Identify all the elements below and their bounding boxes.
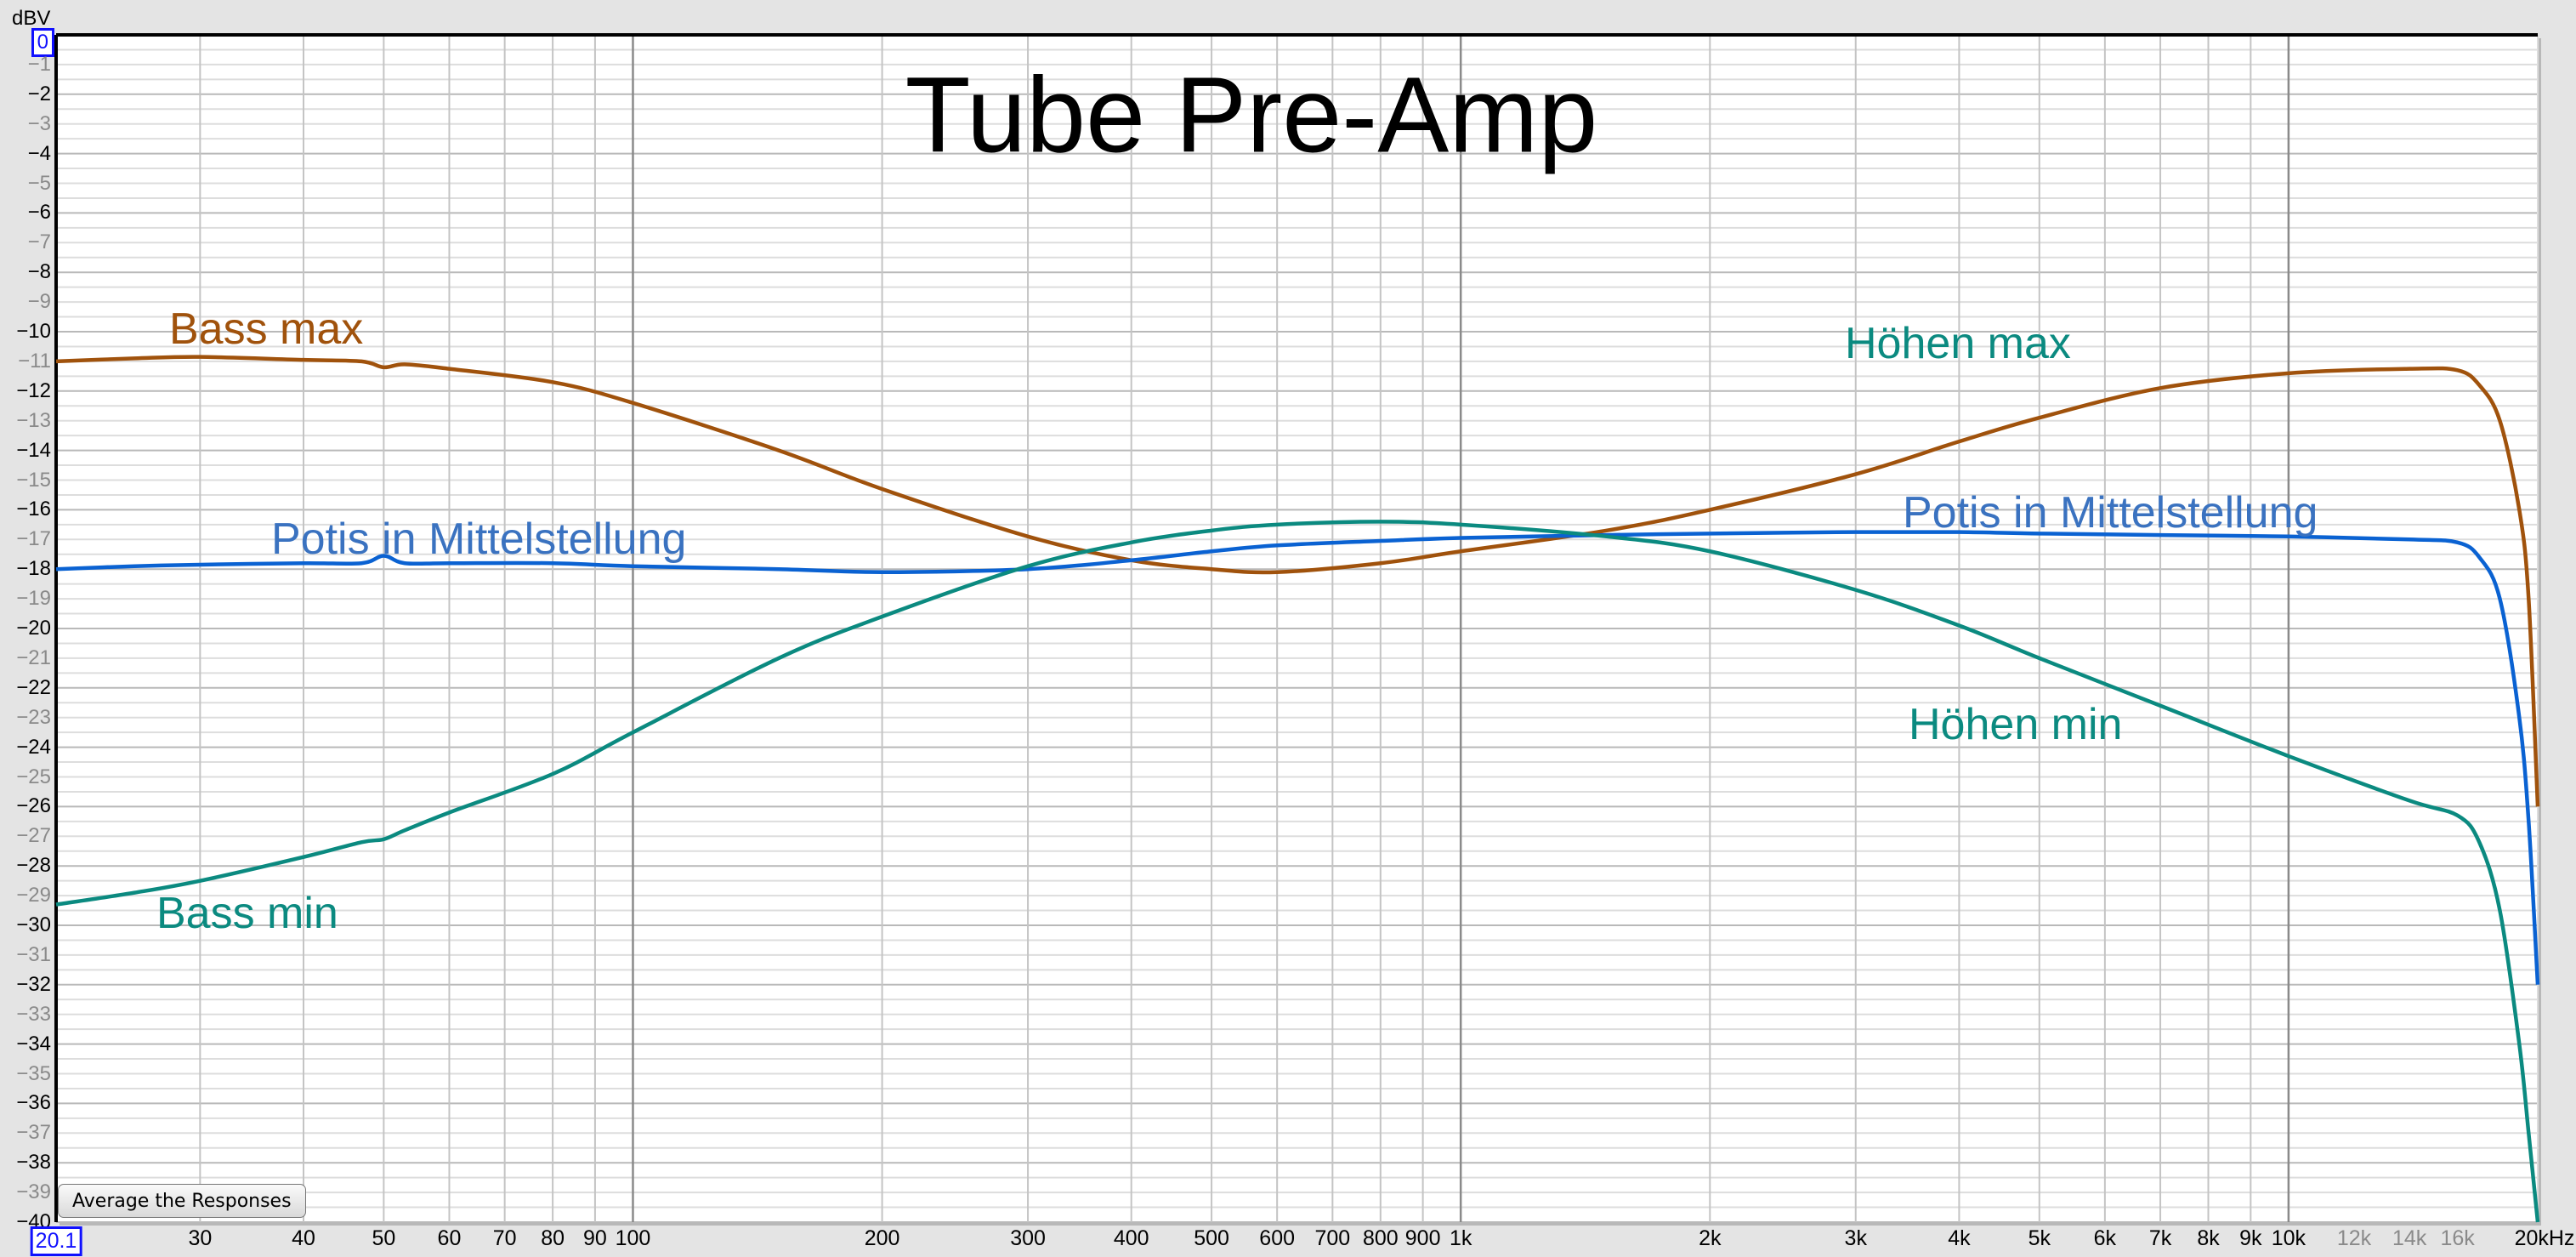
y-tick-label: −15 [16, 468, 51, 492]
x-tick-label: 80 [541, 1226, 565, 1250]
y-tick-label: −14 [16, 438, 51, 462]
x-tick-label: 4k [1948, 1226, 1971, 1250]
annotation-bass-min: Bass min [156, 889, 338, 938]
y-tick-label: −21 [16, 646, 51, 669]
y-tick-label: 0 [31, 28, 54, 57]
y-tick-label: −23 [16, 705, 51, 729]
x-tick-label: 10k [2271, 1226, 2306, 1250]
x-tick-label: 7k [2148, 1226, 2172, 1250]
annotation-hoehen-min: Höhen min [1909, 700, 2123, 749]
y-tick-label: −20 [16, 617, 51, 640]
y-tick-label: −9 [27, 290, 51, 314]
x-tick-label: 700 [1314, 1226, 1351, 1250]
x-tick-label: 70 [492, 1226, 517, 1250]
x-tick-label: 14k [2392, 1226, 2427, 1250]
y-tick-label: −38 [16, 1151, 51, 1175]
x-tick-label: 9k [2239, 1226, 2262, 1250]
x-tick-label: 30 [188, 1226, 213, 1250]
x-tick-label: 50 [372, 1226, 396, 1250]
y-tick-label: −16 [16, 498, 51, 521]
y-tick-label: −3 [27, 111, 51, 135]
y-tick-label: −11 [18, 349, 51, 373]
x-tick-label: 5k [2028, 1226, 2051, 1250]
x-tick-label: 1k [1449, 1226, 1472, 1250]
y-axis-unit: dBV [12, 7, 51, 30]
x-tick-label: 60 [437, 1226, 462, 1250]
y-tick-label: −25 [16, 765, 51, 788]
x-tick-label: 600 [1259, 1226, 1296, 1250]
x-tick-label: 12k [2336, 1226, 2372, 1250]
y-tick-label: −28 [16, 854, 51, 878]
y-tick-label: −19 [16, 587, 51, 611]
x-tick-label: 20kHz [2514, 1226, 2575, 1250]
x-tick-label: 400 [1113, 1226, 1149, 1250]
x-tick-label: 6k [2093, 1226, 2117, 1250]
y-tick-label: −22 [16, 675, 51, 699]
y-tick-label: −31 [16, 942, 51, 966]
y-tick-label: −39 [16, 1180, 51, 1204]
y-tick-label: −10 [16, 320, 51, 343]
y-tick-label: −7 [27, 230, 51, 254]
y-tick-label: −26 [16, 794, 51, 818]
y-tick-label: −4 [27, 141, 51, 165]
y-tick-label: −32 [16, 972, 51, 996]
series-line-0 [55, 355, 2540, 807]
x-tick-label: 200 [864, 1226, 900, 1250]
x-tick-label: 90 [583, 1226, 607, 1250]
y-tick-label: −36 [16, 1091, 51, 1115]
series-line-1 [55, 530, 2540, 985]
x-tick-label: 40 [292, 1226, 315, 1250]
y-tick-label: −27 [16, 824, 51, 848]
series-line-2 [55, 520, 2540, 1223]
y-tick-label: −2 [27, 82, 51, 105]
y-tick-label: −1 [27, 52, 51, 76]
y-tick-label: −33 [16, 1002, 51, 1026]
y-tick-label: −30 [16, 913, 51, 936]
annotation-potis-right: Potis in Mittelstellung [1903, 488, 2318, 537]
y-tick-label: −12 [16, 378, 51, 402]
x-tick-label: 100 [615, 1226, 651, 1250]
x-tick-label: 900 [1404, 1226, 1441, 1250]
x-tick-label: 8k [2197, 1226, 2220, 1250]
average-responses-button[interactable]: Average the Responses [58, 1184, 306, 1218]
y-tick-label: −37 [16, 1121, 51, 1145]
x-tick-label: 800 [1362, 1226, 1399, 1250]
x-tick-label: 20.1 [30, 1226, 82, 1256]
x-tick-label: 16k [2440, 1226, 2475, 1250]
y-tick-label: −18 [16, 557, 51, 581]
y-tick-label: −24 [16, 735, 51, 759]
y-tick-label: −13 [16, 408, 51, 432]
x-tick-label: 500 [1194, 1226, 1229, 1250]
x-tick-label: 2k [1699, 1226, 1722, 1250]
y-tick-label: −29 [16, 884, 51, 907]
y-tick-label: −5 [27, 171, 51, 195]
annotation-potis-left: Potis in Mittelstellung [271, 515, 687, 564]
annotation-bass-max: Bass max [169, 304, 364, 354]
x-tick-label: 3k [1844, 1226, 1867, 1250]
y-tick-label: −6 [27, 201, 51, 225]
chart-title: Tube Pre-Amp [905, 54, 1598, 175]
annotation-hoehen-max: Höhen max [1845, 319, 2071, 368]
x-tick-label: 300 [1010, 1226, 1046, 1250]
y-tick-label: −34 [16, 1032, 51, 1055]
y-tick-label: −17 [16, 527, 51, 551]
y-tick-label: −8 [27, 260, 51, 284]
y-tick-label: −35 [16, 1061, 51, 1085]
